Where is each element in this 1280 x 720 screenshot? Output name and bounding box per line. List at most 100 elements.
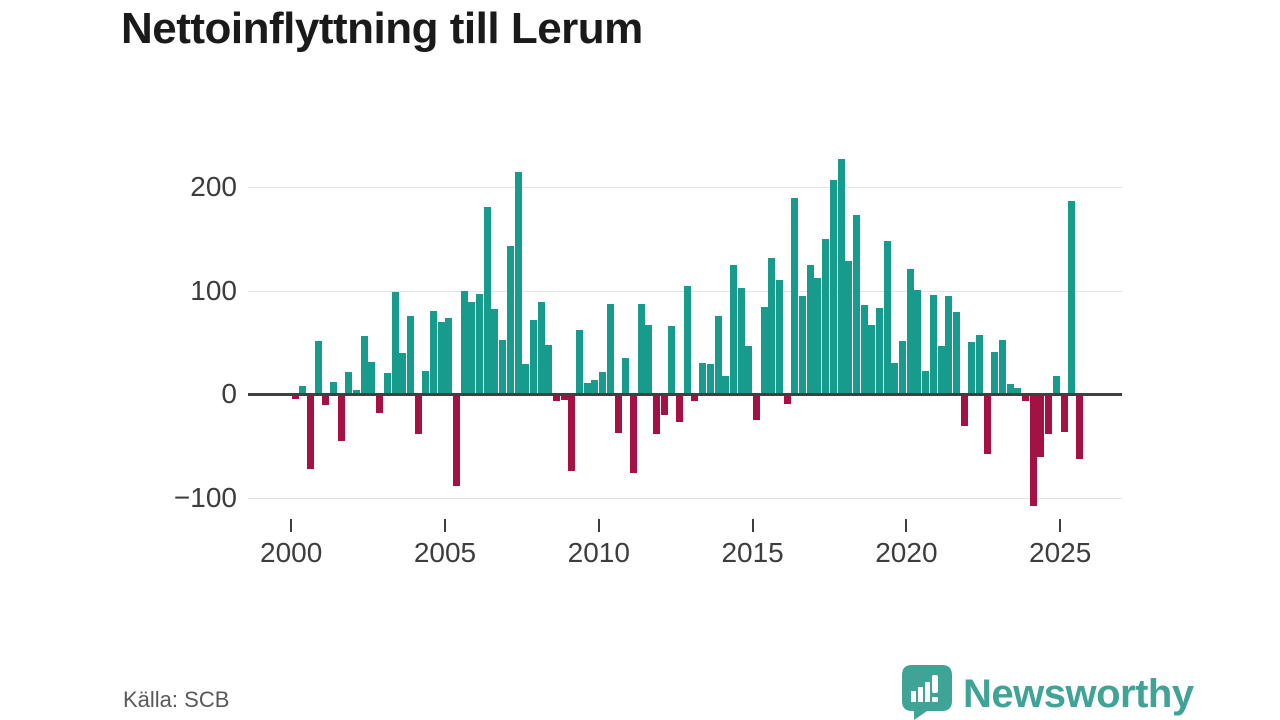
bar-2016-Q2 bbox=[791, 198, 799, 394]
bar-2021-Q3 bbox=[952, 312, 960, 394]
bar-2003-Q2 bbox=[391, 291, 399, 394]
bar-2012-Q1 bbox=[660, 395, 668, 415]
bar-2005-Q2 bbox=[453, 395, 460, 487]
bar-2012-Q2 bbox=[668, 325, 676, 394]
bar-2013-Q3 bbox=[706, 364, 714, 394]
bar-2021-Q2 bbox=[945, 295, 953, 394]
bar-2022-Q1 bbox=[968, 342, 976, 394]
bar-2007-Q2 bbox=[514, 171, 522, 394]
bar-2000-Q2 bbox=[299, 385, 307, 394]
bar-2022-Q4 bbox=[991, 351, 999, 394]
x-axis-label-2025: 2025 bbox=[1029, 537, 1092, 568]
x-tick-2020 bbox=[905, 519, 908, 532]
bar-2016-Q4 bbox=[806, 264, 814, 394]
bar-2015-Q1 bbox=[752, 395, 760, 420]
bar-2017-Q3 bbox=[829, 179, 837, 394]
x-axis-label-2005: 2005 bbox=[413, 537, 477, 568]
bar-2009-Q1 bbox=[568, 395, 576, 471]
bar-2016-Q1 bbox=[783, 395, 791, 405]
bar-2004-Q3 bbox=[429, 311, 437, 394]
bar-2010-Q2 bbox=[606, 304, 614, 394]
bar-2020-Q1 bbox=[906, 268, 914, 394]
bar-2006-Q1 bbox=[476, 293, 484, 394]
bar-2023-Q1 bbox=[999, 340, 1006, 394]
bar-2013-Q2 bbox=[699, 362, 707, 394]
bar-2008-Q4 bbox=[560, 395, 568, 401]
x-tick-2015 bbox=[751, 519, 754, 532]
y-axis-label--100: −100 bbox=[173, 482, 237, 513]
bar-2023-Q2 bbox=[1006, 383, 1014, 394]
bar-2010-Q4 bbox=[622, 357, 630, 394]
bar-2005-Q4 bbox=[468, 301, 476, 394]
bar-2006-Q2 bbox=[483, 206, 491, 394]
newsworthy-bar-chart-icon bbox=[901, 664, 953, 720]
x-axis-label-2000: 2000 bbox=[260, 537, 323, 568]
bar-2015-Q3 bbox=[768, 258, 776, 394]
bar-2014-Q2 bbox=[729, 264, 737, 394]
bar-2024-Q3 bbox=[1045, 395, 1053, 435]
bar-2003-Q4 bbox=[406, 316, 414, 394]
bar-2014-Q4 bbox=[745, 346, 753, 394]
bar-2024-Q1 bbox=[1029, 395, 1037, 506]
bar-2015-Q2 bbox=[760, 307, 768, 394]
bar-2013-Q4 bbox=[714, 316, 722, 394]
bar-2019-Q1 bbox=[875, 308, 883, 394]
bar-2020-Q3 bbox=[922, 371, 930, 394]
y-axis-label-0: 0 bbox=[221, 378, 237, 409]
bar-2023-Q4 bbox=[1022, 395, 1030, 402]
bar-2002-Q3 bbox=[368, 361, 376, 394]
bar-2001-Q3 bbox=[337, 395, 345, 441]
bar-2000-Q4 bbox=[314, 341, 322, 394]
bar-2002-Q4 bbox=[376, 395, 384, 413]
bar-2020-Q4 bbox=[929, 294, 937, 394]
x-axis-label-2015: 2015 bbox=[721, 537, 784, 568]
gridline-200 bbox=[248, 187, 1122, 188]
bar-2018-Q3 bbox=[860, 305, 868, 394]
bar-2017-Q4 bbox=[837, 159, 845, 394]
bar-2025-Q1 bbox=[1060, 395, 1068, 433]
y-axis-label-200: 200 bbox=[190, 171, 237, 202]
bar-2018-Q1 bbox=[845, 260, 853, 394]
gridline--100 bbox=[248, 498, 1122, 499]
bar-2007-Q3 bbox=[522, 364, 530, 394]
bar-2003-Q3 bbox=[399, 352, 407, 394]
bar-2010-Q3 bbox=[614, 395, 622, 434]
newsworthy-logo: Newsworthy bbox=[901, 664, 1194, 720]
bar-2019-Q2 bbox=[883, 240, 891, 394]
bar-2008-Q3 bbox=[553, 395, 560, 402]
bar-2005-Q3 bbox=[460, 290, 468, 394]
bar-2022-Q2 bbox=[975, 335, 983, 394]
bar-2004-Q2 bbox=[422, 371, 430, 394]
bar-2008-Q2 bbox=[545, 345, 553, 394]
bar-2013-Q1 bbox=[691, 395, 699, 402]
bar-2022-Q3 bbox=[983, 395, 991, 454]
bar-2001-Q2 bbox=[329, 381, 337, 394]
bar-2012-Q4 bbox=[683, 286, 691, 394]
bar-2011-Q3 bbox=[645, 324, 653, 394]
bar-2000-Q1 bbox=[291, 395, 299, 400]
x-tick-2025 bbox=[1059, 519, 1062, 532]
bar-2024-Q4 bbox=[1052, 376, 1060, 394]
bar-2007-Q1 bbox=[506, 246, 514, 394]
bar-2018-Q2 bbox=[852, 214, 860, 394]
x-axis-label-2010: 2010 bbox=[567, 537, 630, 568]
bar-2006-Q4 bbox=[499, 340, 507, 394]
bar-2025-Q3 bbox=[1075, 395, 1083, 460]
zero-axis-line bbox=[248, 392, 1122, 396]
newsworthy-wordmark: Newsworthy bbox=[963, 672, 1194, 716]
bar-2011-Q2 bbox=[637, 304, 645, 394]
bar-2004-Q4 bbox=[437, 321, 445, 394]
bar-2018-Q4 bbox=[868, 324, 876, 394]
x-tick-2000 bbox=[290, 519, 293, 532]
bar-2021-Q4 bbox=[960, 395, 968, 426]
bar-2021-Q1 bbox=[937, 346, 945, 394]
bar-2006-Q3 bbox=[491, 309, 499, 394]
bar-2015-Q4 bbox=[776, 280, 783, 394]
bar-2011-Q1 bbox=[629, 395, 637, 473]
bar-2009-Q4 bbox=[591, 379, 599, 394]
bar-2019-Q3 bbox=[891, 362, 899, 394]
bar-2002-Q1 bbox=[353, 389, 360, 394]
bar-2008-Q1 bbox=[537, 301, 545, 394]
